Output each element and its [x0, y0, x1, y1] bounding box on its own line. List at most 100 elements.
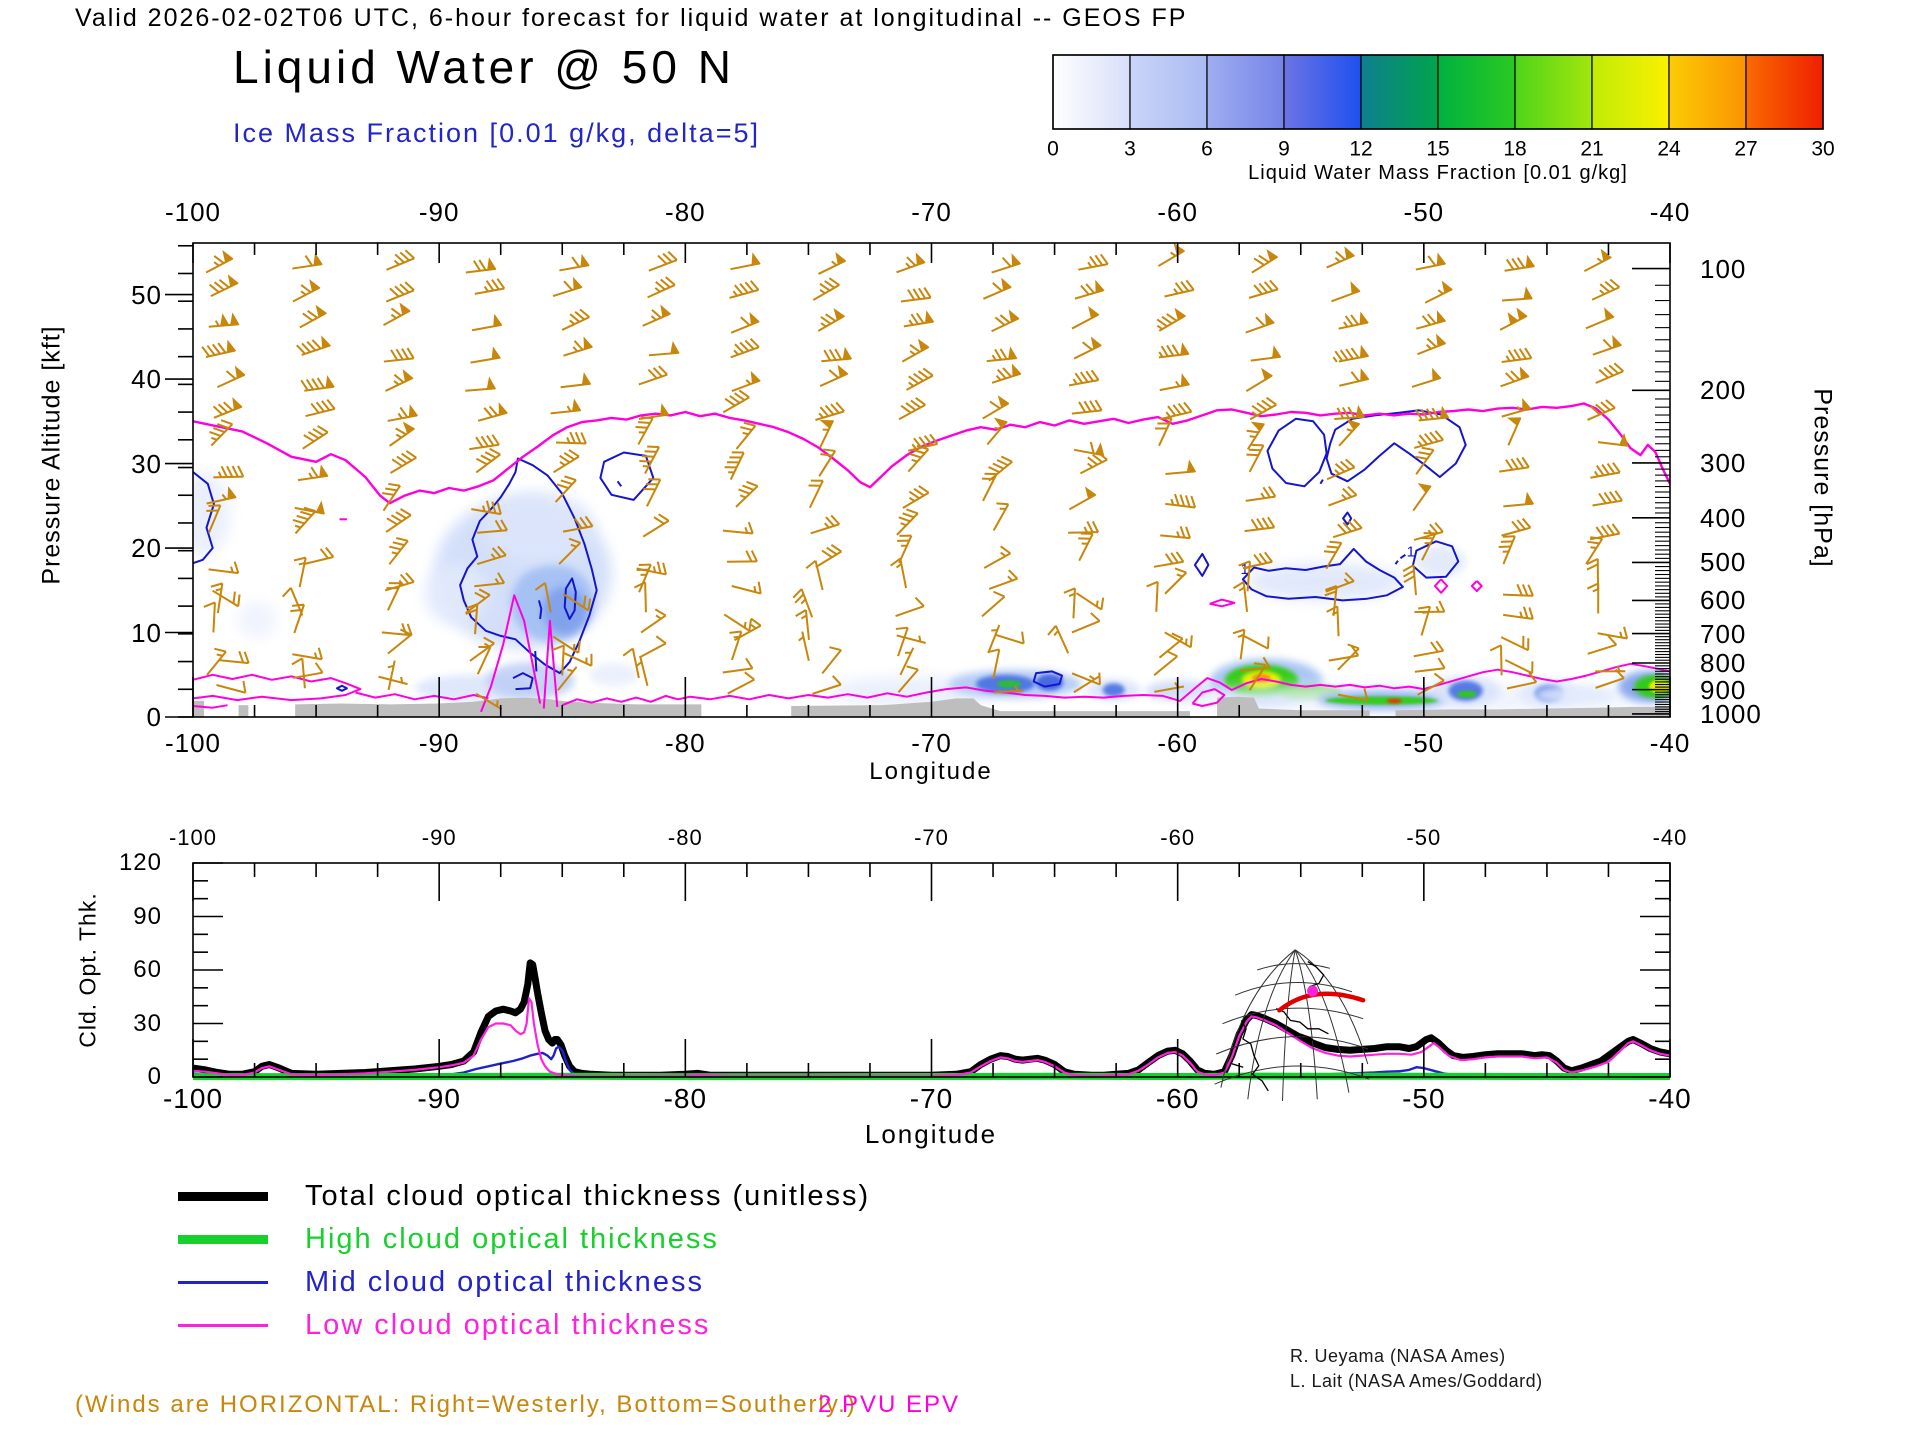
panel-bottom-tick--50: -50 — [1402, 1083, 1446, 1114]
colorbar-tick-21: 21 — [1580, 137, 1604, 161]
wind-barb — [903, 310, 935, 328]
map-graticule-8 — [1222, 1007, 1364, 1025]
wind-barb — [1585, 536, 1604, 565]
wind-barb — [300, 375, 335, 392]
colorbar-caption: Liquid Water Mass Fraction [0.01 g/kg] — [1248, 162, 1628, 184]
epv-low-contour-5 — [561, 662, 1670, 707]
wind-barb — [1249, 396, 1277, 421]
wind-barb — [1073, 675, 1100, 694]
wind-barb — [469, 434, 500, 451]
wind-barb — [382, 482, 401, 512]
wind-barb — [792, 588, 814, 618]
wind-barb — [1164, 631, 1193, 649]
wind-barb — [986, 417, 1008, 446]
wind-barb — [896, 252, 926, 274]
main-top-tick--50: -50 — [1403, 197, 1445, 227]
panel-y-tick-30: 30 — [133, 1009, 162, 1037]
wind-barb — [1245, 485, 1277, 502]
main-top-tick--90: -90 — [418, 197, 460, 227]
colorbar-tick-6: 6 — [1201, 137, 1213, 161]
wind-barb — [389, 450, 417, 474]
liquid-water-shade-6 — [237, 601, 277, 639]
main-top-tick--40: -40 — [1649, 197, 1691, 227]
wind-barb — [648, 340, 680, 357]
ice-contour-11 — [1399, 553, 1406, 560]
wind-barb — [1498, 535, 1516, 565]
wind-barb — [1595, 362, 1624, 384]
main-hpa-tick-800: 800 — [1700, 648, 1747, 678]
wind-barb — [1245, 367, 1273, 393]
wind-barb — [550, 398, 582, 415]
wind-barb — [210, 582, 224, 614]
wind-barb — [907, 444, 930, 473]
colorbar-frame — [1052, 54, 1824, 130]
wind-barb — [1499, 456, 1530, 473]
wind-barb — [1413, 522, 1444, 541]
colorbar-segment-9 — [1745, 54, 1824, 130]
main-y-right-axis-title: Pressure [hPa] — [1808, 388, 1837, 568]
location-map-inset — [1214, 949, 1370, 1102]
wind-barb — [534, 582, 552, 613]
wind-barb — [622, 647, 640, 679]
map-graticule-4 — [1294, 949, 1350, 1093]
wind-barb — [1585, 307, 1615, 330]
liquid-water-shade-26 — [1386, 698, 1402, 704]
wind-barb — [1595, 665, 1626, 673]
wind-barb — [1334, 404, 1366, 420]
wind-barb — [559, 253, 590, 272]
map-graticule-10 — [1257, 963, 1331, 971]
wind-barb — [1415, 405, 1450, 422]
colorbar-segment-1 — [1129, 54, 1208, 130]
main-hpa-tick-600: 600 — [1700, 585, 1747, 616]
colorbar-tick-18: 18 — [1503, 137, 1527, 161]
colorbar-tick-24: 24 — [1657, 137, 1681, 161]
wind-barb — [648, 250, 678, 272]
wind-barb — [1501, 397, 1532, 418]
wind-barb — [552, 644, 565, 676]
wind-barb — [1244, 516, 1276, 533]
wind-barb — [1068, 520, 1100, 534]
main-bottom-tick--90: -90 — [418, 728, 460, 758]
main-x-axis-title: Longitude — [869, 758, 993, 785]
wind-barb — [982, 472, 998, 502]
wind-barb — [1157, 243, 1186, 267]
ice-contour-7 — [1325, 409, 1467, 483]
wind-barb — [471, 500, 502, 516]
ice-contour-13 — [1193, 552, 1210, 577]
wind-barb — [1325, 572, 1355, 593]
liquid-water-shade-32 — [1534, 685, 1614, 705]
wind-barb — [636, 656, 649, 686]
wind-barb — [815, 544, 842, 568]
legend-line-sample-3 — [178, 1323, 268, 1327]
panel-y-tick-90: 90 — [133, 902, 162, 930]
wind-barb — [1071, 612, 1101, 634]
winds-note: (Winds are HORIZONTAL: Right=Westerly, B… — [75, 1391, 857, 1418]
map-coastline-3 — [1231, 1063, 1244, 1068]
wind-barb — [722, 657, 754, 674]
wind-barb — [1337, 643, 1360, 671]
legend-label-3: Low cloud optical thickness — [305, 1309, 711, 1341]
wind-barb — [810, 514, 841, 535]
ice-contour-14 — [1342, 511, 1353, 526]
wind-barb — [1501, 286, 1533, 302]
main-plot-frame — [165, 242, 1671, 718]
wind-barb — [1248, 279, 1279, 299]
wind-barb — [1324, 585, 1338, 616]
wind-barb — [387, 404, 419, 422]
wind-barb — [987, 648, 1001, 680]
colorbar-segment-3 — [1283, 54, 1362, 130]
wind-barb — [474, 278, 506, 295]
wind-barb — [383, 347, 415, 363]
wind-barb — [1047, 625, 1070, 654]
wind-barb — [1078, 532, 1094, 562]
wind-barb — [819, 420, 834, 449]
panel-y-axis-title: Cld. Opt. Thk. — [74, 892, 101, 1048]
wind-barb — [558, 537, 582, 565]
liquid-water-shade-5 — [193, 471, 230, 557]
wind-barb — [1078, 253, 1109, 271]
wind-barb — [1245, 312, 1275, 334]
colorbar-tick-9: 9 — [1278, 137, 1290, 161]
wind-barb — [476, 646, 492, 675]
legend-label-2: Mid cloud optical thickness — [305, 1266, 704, 1298]
